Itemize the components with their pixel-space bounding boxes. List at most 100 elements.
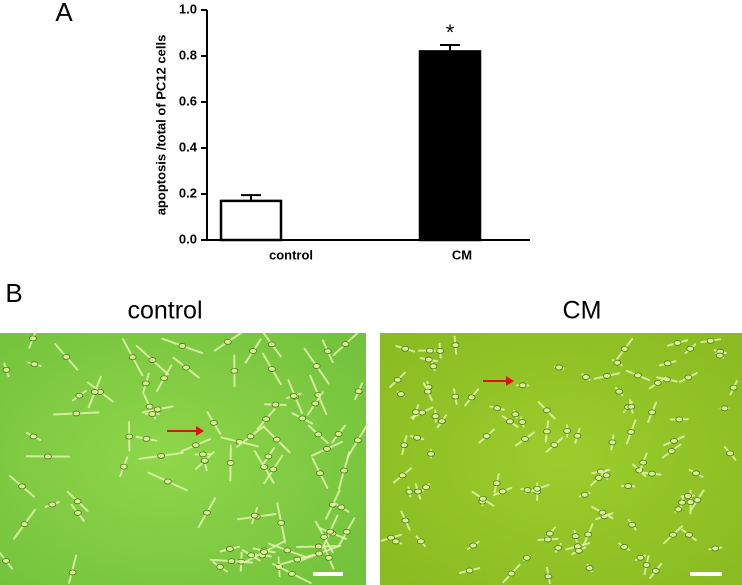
cell-body xyxy=(269,466,278,473)
cell-body xyxy=(298,415,307,422)
cell-body xyxy=(413,434,421,441)
cell-body xyxy=(706,337,715,344)
cell-body xyxy=(334,431,343,437)
cell-body xyxy=(411,409,420,415)
cell-body xyxy=(615,388,624,395)
cell-body xyxy=(68,569,77,576)
cell-body xyxy=(711,545,720,552)
cell-body xyxy=(506,418,514,425)
cell-body xyxy=(663,360,672,367)
cell-body xyxy=(563,427,572,434)
cell-body xyxy=(423,388,432,395)
y-tick-label: 0.0 xyxy=(179,231,197,246)
cell-body xyxy=(316,470,324,477)
cell-body xyxy=(62,353,71,360)
cell-body xyxy=(119,463,128,470)
cell-body xyxy=(498,488,507,495)
cell-body xyxy=(522,554,531,561)
cell-body xyxy=(200,457,209,464)
cell-body xyxy=(613,359,622,366)
cell-body xyxy=(627,429,636,435)
cell-body xyxy=(414,488,422,495)
cell-body xyxy=(692,470,700,477)
scale-bar xyxy=(690,572,722,576)
cell-body xyxy=(627,403,636,410)
cell-body xyxy=(550,442,559,448)
cell-body xyxy=(542,428,551,435)
cell-body xyxy=(267,341,276,348)
cell-body xyxy=(324,554,333,561)
cell-body xyxy=(633,372,642,379)
cell-body xyxy=(73,510,82,516)
cell-body xyxy=(533,485,542,492)
cell-body xyxy=(648,409,656,416)
cell-body xyxy=(225,546,234,552)
cell-body xyxy=(223,338,232,345)
cell-body xyxy=(492,480,501,487)
cells xyxy=(0,327,738,584)
cell-body xyxy=(72,410,81,417)
cell-body xyxy=(283,547,292,554)
cell-body xyxy=(271,401,280,408)
cell-body xyxy=(684,493,692,499)
cell-body xyxy=(145,403,154,410)
cell-body xyxy=(437,418,446,425)
cell-body xyxy=(602,472,611,479)
cell-body xyxy=(157,452,165,459)
cell-body xyxy=(178,343,187,349)
cell-body xyxy=(603,373,611,379)
cell-body xyxy=(288,570,296,577)
cell-body xyxy=(554,544,563,551)
cell-body xyxy=(18,483,26,490)
annotation: * xyxy=(446,20,455,45)
cell-body xyxy=(598,509,607,516)
cell-body xyxy=(400,442,409,449)
cell-body xyxy=(289,393,298,399)
cell-body xyxy=(482,433,491,439)
cell-body xyxy=(620,543,629,550)
cell-body xyxy=(75,392,84,399)
cell-body xyxy=(153,406,162,413)
cell-body xyxy=(427,450,435,457)
cell-body xyxy=(545,530,554,537)
cell-body xyxy=(684,374,693,381)
cell-body xyxy=(584,531,593,538)
cell-body xyxy=(686,345,695,352)
cell-body xyxy=(322,445,331,452)
cell-body xyxy=(416,538,425,545)
cell-body xyxy=(493,405,501,412)
cell-body xyxy=(340,467,348,474)
cell-body xyxy=(267,366,276,372)
cell-body xyxy=(44,453,52,460)
micrograph-bg xyxy=(0,333,366,585)
cell-body xyxy=(342,528,351,535)
cell-body xyxy=(226,460,235,466)
cell-body xyxy=(401,517,410,524)
cell-body xyxy=(678,499,686,506)
cell-body xyxy=(507,570,516,577)
cell-body xyxy=(311,400,320,407)
cell-body xyxy=(580,491,589,498)
cell-body xyxy=(715,352,724,359)
cell-body xyxy=(429,363,438,370)
cell-body xyxy=(418,409,427,416)
cell-body xyxy=(393,376,402,383)
cell-body xyxy=(73,498,82,505)
cell-body xyxy=(392,538,400,545)
panel-label: B xyxy=(5,278,22,308)
cell-body xyxy=(128,354,137,361)
cell-body xyxy=(518,419,527,425)
cell-body xyxy=(398,472,407,479)
cell-body xyxy=(573,432,582,439)
cell-body xyxy=(142,435,151,442)
x-tick-label: CM xyxy=(452,247,472,262)
cell-body xyxy=(320,534,329,540)
cell-body xyxy=(523,487,532,493)
cell-body xyxy=(198,451,207,458)
cell-body xyxy=(315,550,324,557)
cell-body xyxy=(670,437,678,444)
cell-body xyxy=(125,433,134,440)
cell-body xyxy=(272,436,281,443)
cell-body xyxy=(314,543,323,550)
